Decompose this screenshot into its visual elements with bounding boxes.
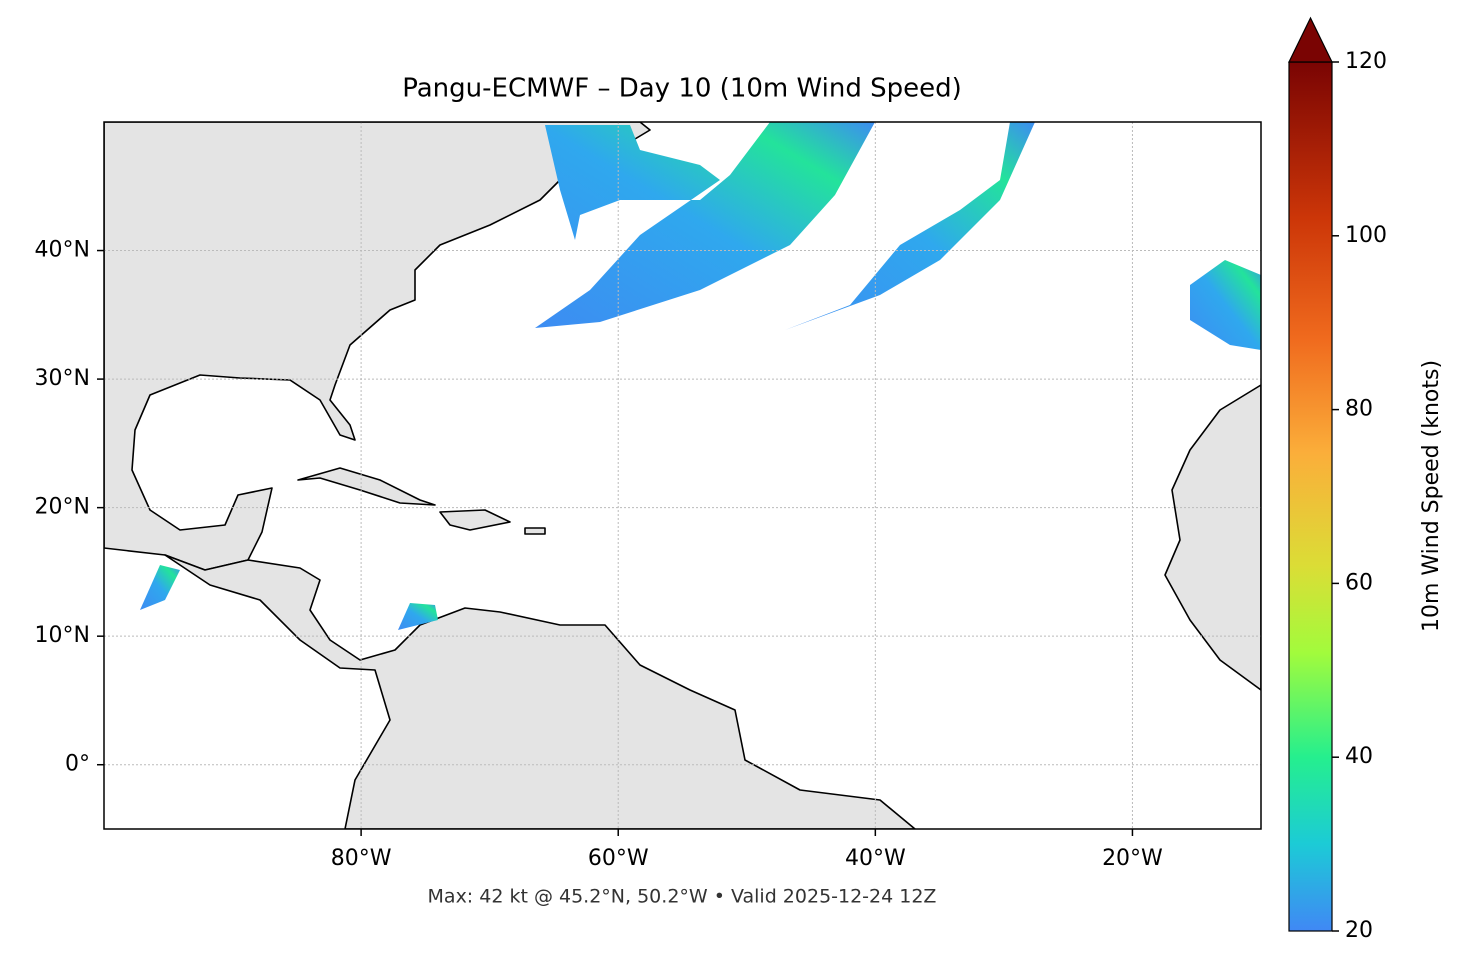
x-tick-label: 20°W: [1102, 846, 1163, 871]
x-tick-label: 40°W: [845, 846, 906, 871]
cuba: [297, 467, 436, 506]
wind-swath: [140, 565, 180, 610]
colorbar-tick-label: 100: [1345, 223, 1387, 248]
colorbar-tick-label: 40: [1345, 744, 1373, 769]
y-tick-label: 40°N: [35, 238, 90, 263]
puerto-rico: [524, 527, 546, 535]
y-tick-label: 10°N: [35, 623, 90, 648]
x-tick-label: 80°W: [331, 846, 392, 871]
y-tick-label: 20°N: [35, 495, 90, 520]
grid: [104, 122, 1261, 829]
wind-swath: [535, 122, 875, 328]
wind-swath: [398, 603, 438, 630]
wind-swath: [1190, 260, 1261, 350]
colorbar-tick-label: 20: [1345, 918, 1373, 943]
colorbar-tick-label: 60: [1345, 570, 1373, 595]
y-tick-label: 30°N: [35, 366, 90, 391]
north-america: [104, 122, 651, 571]
south-america: [164, 554, 916, 829]
colorbar-tick-label: 80: [1345, 397, 1373, 422]
map-layer: [104, 122, 1261, 829]
plot-frame: [103, 121, 1262, 830]
colorbar-label: 10m Wind Speed (knots): [1419, 360, 1444, 632]
colorbar: [1288, 61, 1333, 932]
chart-title: Pangu-ECMWF – Day 10 (10m Wind Speed): [402, 74, 962, 104]
hispaniola: [439, 509, 511, 531]
colorbar-extend: [1288, 16, 1333, 63]
colorbar-tick-label: 120: [1345, 49, 1387, 74]
y-tick-label: 0°: [65, 752, 90, 777]
africa: [1164, 384, 1261, 691]
caption: Max: 42 kt @ 45.2°N, 50.2°W • Valid 2025…: [428, 886, 937, 908]
x-tick-label: 60°W: [588, 846, 649, 871]
wind-swath: [785, 122, 1035, 330]
